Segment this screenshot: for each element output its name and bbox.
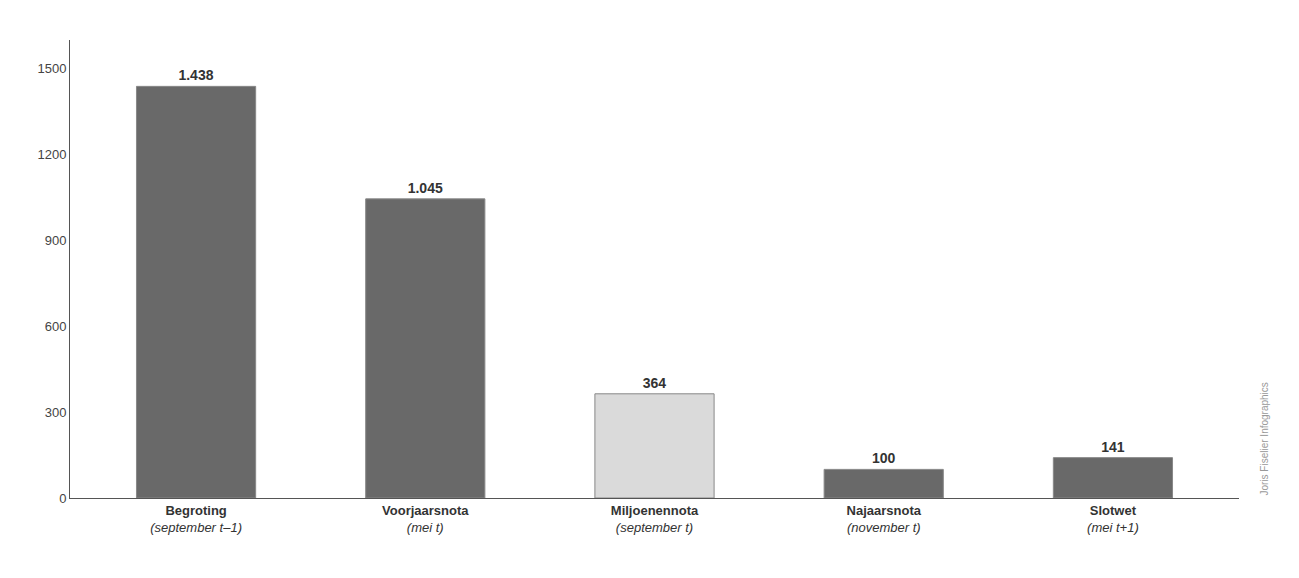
svg-text:1200: 1200 [37,147,66,162]
svg-text:Begroting(september t–1): Begroting(september t–1) [150,503,242,535]
svg-text:Voorjaarsnota(mei t): Voorjaarsnota(mei t) [382,503,469,535]
svg-text:364: 364 [643,375,667,391]
svg-text:Slotwet(mei t+1): Slotwet(mei t+1) [1087,503,1139,535]
svg-text:Najaarsnota(november t): Najaarsnota(november t) [847,503,922,535]
svg-text:1.045: 1.045 [408,180,443,196]
svg-text:600: 600 [45,319,67,334]
svg-text:1.438: 1.438 [178,67,213,83]
svg-text:141: 141 [1101,439,1125,455]
svg-text:900: 900 [45,233,67,248]
svg-text:1500: 1500 [37,61,66,76]
svg-text:300: 300 [45,405,67,420]
svg-text:Joris Fiselier Infographics: Joris Fiselier Infographics [1259,382,1270,495]
svg-text:0: 0 [59,491,66,506]
svg-text:100: 100 [872,450,896,466]
svg-text:Miljoenennota(september t): Miljoenennota(september t) [611,503,699,535]
